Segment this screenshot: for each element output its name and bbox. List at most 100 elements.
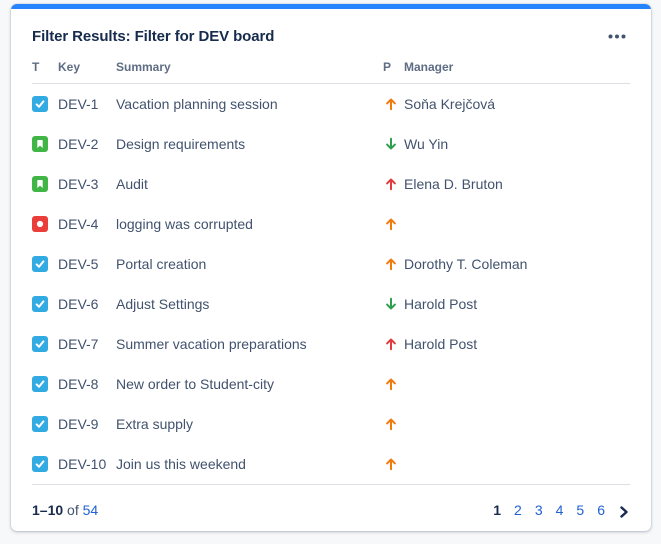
filter-results-card: Filter Results: Filter for DEV board T K… (11, 4, 651, 531)
issue-summary-link[interactable]: Adjust Settings (116, 296, 210, 312)
column-header-type: T (32, 60, 40, 74)
task-icon (32, 376, 48, 392)
priority-arrow-up-icon (386, 378, 396, 391)
page-link-2[interactable]: 2 (514, 502, 522, 518)
issue-summary-link[interactable]: Design requirements (116, 136, 246, 152)
priority-arrow-up-icon (386, 338, 396, 351)
column-header-priority: P (383, 60, 392, 74)
issue-key-link[interactable]: DEV-5 (58, 256, 99, 272)
priority-icon (383, 416, 404, 432)
task-type-icon (32, 336, 58, 352)
more-options-button[interactable] (604, 32, 630, 41)
issue-summary-link[interactable]: Vacation planning session (116, 96, 278, 112)
issue-manager: Dorothy T. Coleman (404, 256, 528, 272)
bug-type-icon (32, 216, 58, 232)
column-header-key: Key (58, 60, 81, 74)
priority-icon (383, 176, 404, 192)
issue-key-link[interactable]: DEV-10 (58, 456, 107, 472)
priority-arrow-up-icon (386, 418, 396, 431)
task-icon (32, 256, 48, 272)
issue-summary-link[interactable]: Portal creation (116, 256, 207, 272)
issue-key-link[interactable]: DEV-6 (58, 296, 99, 312)
result-count: 1–10 of 54 (32, 502, 98, 518)
table-row: DEV-6 Adjust Settings Harold Post (32, 284, 630, 324)
task-icon (32, 96, 48, 112)
task-icon (32, 456, 48, 472)
table-row: DEV-8 New order to Student-city (32, 364, 630, 404)
issue-summary-link[interactable]: Join us this weekend (116, 456, 246, 472)
priority-arrow-up-icon (386, 218, 396, 231)
issue-key-link[interactable]: DEV-8 (58, 376, 99, 392)
page-link-6[interactable]: 6 (597, 502, 605, 518)
table-row: DEV-1 Vacation planning session Soňa Kre… (32, 84, 630, 124)
issue-key-link[interactable]: DEV-2 (58, 136, 99, 152)
result-range: 1–10 (32, 502, 64, 518)
issue-manager: Harold Post (404, 296, 478, 312)
priority-icon (383, 136, 404, 152)
issue-key-link[interactable]: DEV-1 (58, 96, 99, 112)
priority-arrow-down-icon (386, 137, 396, 150)
card-header: Filter Results: Filter for DEV board (32, 9, 630, 60)
priority-arrow-up-icon (386, 178, 396, 191)
issue-key-link[interactable]: DEV-9 (58, 416, 99, 432)
issue-key-link[interactable]: DEV-3 (58, 176, 99, 192)
story-icon (32, 176, 48, 192)
priority-arrow-up-icon (386, 98, 396, 111)
issue-manager: Wu Yin (404, 136, 449, 152)
priority-arrow-up-icon (386, 458, 396, 471)
priority-icon (383, 376, 404, 392)
issue-summary-link[interactable]: Extra supply (116, 416, 194, 432)
result-of-label: of (67, 502, 79, 518)
issue-summary-link[interactable]: New order to Student-city (116, 376, 274, 392)
priority-icon (383, 256, 404, 272)
page-link-1[interactable]: 1 (493, 502, 502, 518)
table-row: DEV-3 Audit Elena D. Bruton (32, 164, 630, 204)
task-type-icon (32, 456, 58, 472)
priority-arrow-down-icon (386, 297, 396, 310)
task-type-icon (32, 96, 58, 112)
task-type-icon (32, 376, 58, 392)
issue-summary-link[interactable]: Audit (116, 176, 148, 192)
chevron-right-icon (620, 506, 628, 518)
page-link-3[interactable]: 3 (534, 502, 543, 518)
priority-icon (383, 456, 404, 472)
priority-icon (383, 296, 404, 312)
page-link-4[interactable]: 4 (555, 502, 564, 518)
ellipsis-icon (608, 34, 626, 39)
priority-arrow-up-icon (386, 258, 396, 271)
result-total-link[interactable]: 54 (82, 502, 99, 518)
card-accent-bar (11, 4, 651, 9)
story-type-icon (32, 136, 58, 152)
table-row: DEV-10 Join us this weekend (32, 444, 630, 484)
table-row: DEV-5 Portal creation Dorothy T. Coleman (32, 244, 630, 284)
issue-summary-link[interactable]: logging was corrupted (116, 216, 253, 232)
table-row: DEV-7 Summer vacation preparations Harol… (32, 324, 630, 364)
column-header-manager: Manager (404, 60, 454, 74)
issue-manager: Elena D. Bruton (404, 176, 503, 192)
issue-manager: Harold Post (404, 336, 478, 352)
table-row: DEV-4 logging was corrupted (32, 204, 630, 244)
next-page-button[interactable] (618, 503, 630, 521)
issue-manager: Soňa Krejčová (404, 96, 496, 112)
issue-key-link[interactable]: DEV-7 (58, 336, 99, 352)
task-icon (32, 416, 48, 432)
table-header-row: T Key Summary P Manager (32, 60, 630, 84)
task-icon (32, 336, 48, 352)
task-type-icon (32, 296, 58, 312)
page-title: Filter Results: Filter for DEV board (32, 28, 275, 45)
issue-key-link[interactable]: DEV-4 (58, 216, 99, 232)
issue-summary-link[interactable]: Summer vacation preparations (116, 336, 307, 352)
priority-icon (383, 336, 404, 352)
priority-icon (383, 96, 404, 112)
column-header-summary: Summary (116, 60, 171, 74)
task-icon (32, 296, 48, 312)
story-type-icon (32, 176, 58, 192)
bug-icon (32, 216, 48, 232)
task-type-icon (32, 256, 58, 272)
priority-icon (383, 216, 404, 232)
task-type-icon (32, 416, 58, 432)
page-link-5[interactable]: 5 (576, 502, 585, 518)
table-row: DEV-9 Extra supply (32, 404, 630, 444)
